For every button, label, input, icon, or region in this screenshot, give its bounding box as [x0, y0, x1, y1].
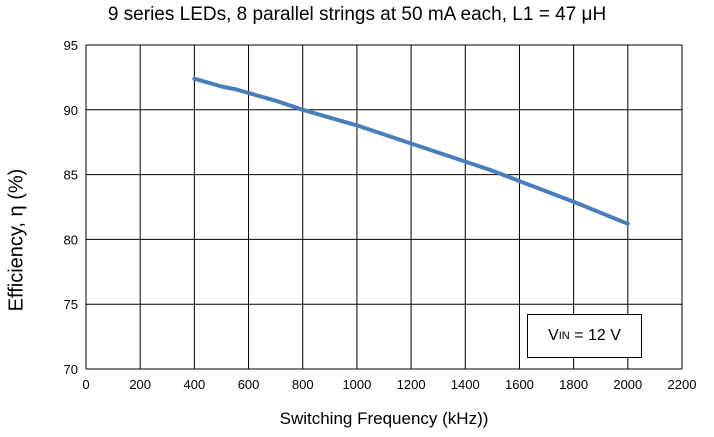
x-tick-labels: 0 200 400 600 800 1000 1200 1400 1600 1800 2000 220…	[82, 377, 696, 392]
y-tick-label: 95	[64, 38, 78, 53]
x-tick-label: 400	[184, 377, 206, 392]
vin-annotation: V IN = 12 V	[527, 314, 642, 358]
x-tick-label: 0	[82, 377, 89, 392]
annotation-value: = 12 V	[569, 327, 621, 344]
x-tick-label: 800	[292, 377, 314, 392]
annotation-symbol: V	[548, 327, 559, 344]
y-tick-labels: 70 75 80 85 90 95	[64, 38, 78, 377]
x-tick-label: 1200	[397, 377, 426, 392]
x-tick-label: 1400	[451, 377, 480, 392]
efficiency-line	[192, 76, 630, 226]
series-group	[192, 76, 630, 226]
x-tick-label: 2000	[613, 377, 642, 392]
y-tick-label: 75	[64, 297, 78, 312]
annotation-subscript: IN	[558, 330, 570, 342]
y-tick-label: 70	[64, 362, 78, 377]
chart-title: 9 series LEDs, 8 parallel strings at 50 …	[107, 4, 607, 25]
x-tick-label: 600	[238, 377, 260, 392]
y-tick-label: 85	[64, 168, 78, 183]
x-axis-label: Switching Frequency (kHz))	[279, 409, 489, 428]
y-tick-label: 90	[64, 103, 78, 118]
x-tick-label: 200	[129, 377, 151, 392]
x-tick-label: 2200	[668, 377, 697, 392]
x-tick-label: 1000	[342, 377, 371, 392]
y-axis-label: Efficiency, η (%)	[5, 168, 28, 312]
y-tick-label: 80	[64, 232, 78, 247]
x-tick-label: 1600	[505, 377, 534, 392]
x-tick-label: 1800	[559, 377, 588, 392]
